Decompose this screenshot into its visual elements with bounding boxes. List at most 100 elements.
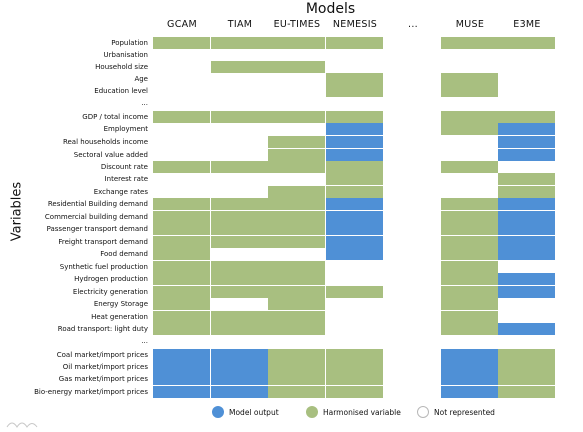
model-output-cell: [441, 386, 499, 399]
model-output-cell: [498, 123, 556, 136]
harmonised-variable-cell: [211, 236, 269, 249]
row-label: Urbanisation: [103, 50, 148, 59]
harmonised-variable-cell: [268, 311, 326, 324]
harmonised-variable-cell: [153, 298, 211, 311]
model-output-cell: [498, 198, 556, 211]
column-header-e3me: E3ME: [513, 19, 541, 30]
harmonised-variable-cell: [498, 173, 556, 186]
harmonised-variable-cell: [153, 323, 211, 336]
harmonised-variable-cell: [268, 161, 326, 174]
model-output-cell: [498, 286, 556, 299]
model-output-cell: [326, 149, 384, 162]
row-label: Electricity generation: [72, 287, 148, 296]
model-output-cell: [153, 349, 211, 362]
harmonised-variable-cell: [268, 273, 326, 286]
row-label: Gas market/import prices: [58, 374, 148, 383]
harmonised-variable-cell: [153, 311, 211, 324]
legend-swatch-b: [212, 406, 224, 418]
harmonised-variable-cell: [441, 261, 499, 274]
row-label: Household size: [95, 62, 148, 71]
model-output-cell: [498, 273, 556, 286]
model-output-cell: [441, 349, 499, 362]
harmonised-variable-cell: [153, 161, 211, 174]
model-output-cell: [326, 248, 384, 261]
column-header-tiam: TIAM: [227, 19, 253, 30]
column-header-ellipsis: ...: [408, 19, 418, 30]
model-output-cell: [326, 123, 384, 136]
figure-title: Models: [305, 1, 356, 17]
model-output-cell: [153, 361, 211, 374]
model-output-cell: [498, 211, 556, 224]
harmonised-variable-cell: [326, 349, 384, 362]
harmonised-variable-cell: [326, 37, 384, 50]
model-output-cell: [498, 236, 556, 249]
row-label: Hydrogen production: [74, 274, 148, 283]
harmonised-variable-cell: [211, 111, 269, 124]
model-output-cell: [498, 223, 556, 236]
model-output-cell: [441, 361, 499, 374]
model-output-cell: [211, 373, 269, 386]
harmonised-variable-cell: [211, 198, 269, 211]
harmonised-variable-cell: [441, 248, 499, 261]
harmonised-variable-cell: [268, 298, 326, 311]
harmonised-variable-cell: [441, 236, 499, 249]
harmonised-variable-cell: [441, 198, 499, 211]
harmonised-variable-cell: [441, 111, 499, 124]
model-output-cell: [498, 149, 556, 162]
harmonised-variable-cell: [326, 286, 384, 299]
harmonised-variable-cell: [441, 273, 499, 286]
row-label: Education level: [94, 86, 148, 95]
model-output-cell: [498, 248, 556, 261]
harmonised-variable-cell: [211, 286, 269, 299]
harmonised-variable-cell: [211, 273, 269, 286]
harmonised-variable-cell: [153, 248, 211, 261]
harmonised-variable-cell: [211, 311, 269, 324]
model-output-cell: [211, 361, 269, 374]
row-label: Food demand: [100, 249, 148, 258]
y-axis-label: Variables: [9, 181, 25, 242]
harmonised-variable-cell: [498, 386, 556, 399]
harmonised-variable-cell: [498, 373, 556, 386]
model-output-cell: [326, 136, 384, 149]
row-label: ...: [141, 336, 148, 345]
harmonised-variable-cell: [498, 361, 556, 374]
harmonised-variable-cell: [211, 161, 269, 174]
model-output-cell: [211, 386, 269, 399]
row-label: Freight transport demand: [58, 237, 148, 246]
harmonised-variable-cell: [441, 286, 499, 299]
harmonised-variable-cell: [268, 149, 326, 162]
row-label: Synthetic fuel production: [59, 262, 148, 271]
legend-swatch-g: [306, 406, 318, 418]
row-label: Bio-energy market/import prices: [34, 387, 148, 396]
row-label: Interest rate: [104, 174, 148, 183]
harmonised-variable-cell: [153, 261, 211, 274]
model-output-cell: [153, 373, 211, 386]
row-label: Passenger transport demand: [46, 224, 148, 233]
harmonised-variable-cell: [326, 361, 384, 374]
row-label: Energy Storage: [93, 299, 148, 308]
harmonised-variable-cell: [441, 123, 499, 136]
harmonised-variable-cell: [211, 61, 269, 74]
harmonised-variable-cell: [268, 386, 326, 399]
harmonised-variable-cell: [268, 61, 326, 74]
column-header-muse: MUSE: [455, 19, 485, 30]
harmonised-variable-cell: [268, 261, 326, 274]
row-label: ...: [141, 98, 148, 107]
harmonised-variable-cell: [441, 323, 499, 336]
harmonised-variable-cell: [441, 85, 499, 98]
row-label: Discount rate: [100, 162, 148, 171]
model-output-cell: [498, 136, 556, 149]
harmonised-variable-cell: [268, 211, 326, 224]
harmonised-variable-cell: [326, 161, 384, 174]
row-label: Oil market/import prices: [62, 362, 148, 371]
harmonised-variable-cell: [153, 223, 211, 236]
harmonised-variable-cell: [498, 37, 556, 50]
row-label: Exchange rates: [93, 187, 148, 196]
row-label: Sectoral value added: [73, 150, 148, 159]
row-label: Commercial building demand: [44, 212, 148, 221]
row-label: Residential Building demand: [47, 199, 148, 208]
model-output-cell: [326, 223, 384, 236]
harmonised-variable-cell: [498, 111, 556, 124]
row-label: Real households income: [62, 137, 148, 146]
harmonised-variable-cell: [441, 298, 499, 311]
